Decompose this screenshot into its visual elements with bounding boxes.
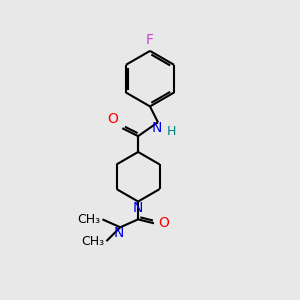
Text: F: F [146, 33, 154, 47]
Text: N: N [133, 200, 143, 214]
Text: CH₃: CH₃ [77, 213, 101, 226]
Text: N: N [114, 226, 124, 240]
Text: O: O [107, 112, 118, 126]
Text: H: H [167, 125, 176, 138]
Text: N: N [152, 121, 162, 135]
Text: O: O [158, 216, 169, 230]
Text: CH₃: CH₃ [81, 235, 104, 248]
